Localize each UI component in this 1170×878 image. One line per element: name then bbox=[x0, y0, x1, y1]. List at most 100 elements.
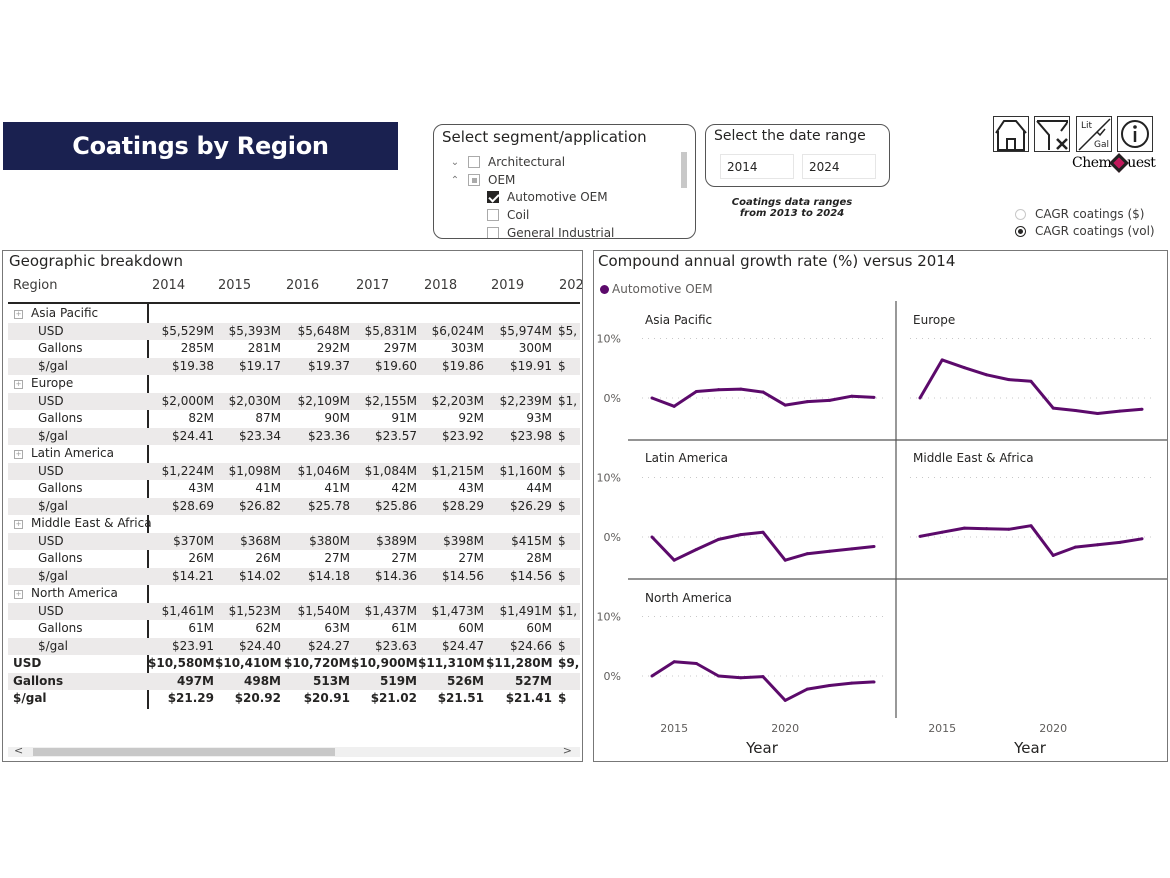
data-point[interactable] bbox=[783, 558, 787, 562]
chevron-up-icon[interactable]: ⌃ bbox=[450, 174, 460, 186]
data-point[interactable] bbox=[828, 549, 832, 553]
tree-item-general-industrial[interactable]: General Industrial bbox=[487, 224, 614, 238]
cagr-usd-option[interactable]: CAGR coatings ($) bbox=[1015, 207, 1144, 221]
data-point[interactable] bbox=[650, 535, 654, 539]
data-point[interactable] bbox=[940, 530, 944, 534]
series-line-latin-america[interactable] bbox=[650, 530, 875, 562]
data-point[interactable] bbox=[717, 388, 721, 392]
series-line-middle-east-africa[interactable] bbox=[919, 524, 1143, 557]
data-point[interactable] bbox=[761, 390, 765, 394]
region-label[interactable]: + Europe bbox=[14, 376, 73, 390]
data-point[interactable] bbox=[650, 674, 654, 678]
data-point[interactable] bbox=[1096, 411, 1100, 415]
column-header-year[interactable]: 2017 bbox=[356, 278, 390, 293]
data-point[interactable] bbox=[761, 675, 765, 679]
data-point[interactable] bbox=[783, 403, 787, 407]
data-point[interactable] bbox=[1073, 408, 1077, 412]
data-point[interactable] bbox=[739, 387, 743, 391]
data-point[interactable] bbox=[872, 395, 876, 399]
data-point[interactable] bbox=[1051, 553, 1055, 557]
tree-item-oem[interactable]: ⌃ OEM bbox=[448, 171, 516, 189]
data-point[interactable] bbox=[694, 389, 698, 393]
column-header-year[interactable]: 2016 bbox=[286, 278, 320, 293]
data-point[interactable] bbox=[828, 684, 832, 688]
checkbox-general-industrial[interactable] bbox=[487, 227, 499, 238]
data-point[interactable] bbox=[805, 400, 809, 404]
data-point[interactable] bbox=[739, 533, 743, 537]
lit-gal-toggle-button[interactable]: Lit Gal bbox=[1076, 116, 1112, 152]
data-point[interactable] bbox=[918, 534, 922, 538]
data-point[interactable] bbox=[1140, 407, 1144, 411]
data-point[interactable] bbox=[783, 698, 787, 702]
scroll-right-arrow[interactable]: > bbox=[562, 744, 572, 757]
data-point[interactable] bbox=[962, 526, 966, 530]
data-point[interactable] bbox=[1118, 409, 1122, 413]
region-label[interactable]: + Latin America bbox=[14, 446, 114, 460]
tree-item-coil[interactable]: Coil bbox=[487, 206, 529, 224]
data-point[interactable] bbox=[872, 680, 876, 684]
data-point[interactable] bbox=[1029, 379, 1033, 383]
tree-item-architectural[interactable]: ⌄ Architectural bbox=[448, 153, 565, 171]
cagr-vol-option[interactable]: CAGR coatings (vol) bbox=[1015, 224, 1155, 238]
data-point[interactable] bbox=[985, 373, 989, 377]
column-header-year[interactable]: 2019 bbox=[491, 278, 525, 293]
info-button[interactable] bbox=[1117, 116, 1153, 152]
clear-filters-button[interactable] bbox=[1034, 116, 1070, 152]
data-point[interactable] bbox=[1118, 540, 1122, 544]
expand-icon[interactable]: + bbox=[14, 590, 23, 599]
checkbox-architectural[interactable] bbox=[468, 156, 480, 168]
data-point[interactable] bbox=[761, 530, 765, 534]
checkbox-oem[interactable] bbox=[468, 174, 480, 186]
data-point[interactable] bbox=[1051, 406, 1055, 410]
chevron-down-icon[interactable]: ⌄ bbox=[450, 156, 460, 168]
scrollbar-thumb[interactable] bbox=[33, 748, 335, 756]
data-point[interactable] bbox=[739, 676, 743, 680]
data-point[interactable] bbox=[940, 358, 944, 362]
tree-item-automotive-oem[interactable]: Automotive OEM bbox=[487, 188, 608, 206]
chart-legend[interactable]: Automotive OEM bbox=[600, 282, 713, 296]
data-point[interactable] bbox=[985, 527, 989, 531]
data-point[interactable] bbox=[672, 660, 676, 664]
column-header-region[interactable]: Region bbox=[13, 278, 58, 293]
data-point[interactable] bbox=[962, 366, 966, 370]
start-date-input[interactable]: 2014 bbox=[720, 154, 794, 179]
data-point[interactable] bbox=[694, 662, 698, 666]
data-point[interactable] bbox=[918, 396, 922, 400]
data-point[interactable] bbox=[872, 545, 876, 549]
expand-icon[interactable]: + bbox=[14, 450, 23, 459]
data-point[interactable] bbox=[1029, 524, 1033, 528]
data-point[interactable] bbox=[1096, 543, 1100, 547]
end-date-input[interactable]: 2024 bbox=[802, 154, 876, 179]
region-label[interactable]: + Asia Pacific bbox=[14, 306, 98, 320]
column-header-year[interactable]: 2014 bbox=[152, 278, 186, 293]
data-point[interactable] bbox=[805, 552, 809, 556]
data-point[interactable] bbox=[717, 674, 721, 678]
data-point[interactable] bbox=[828, 398, 832, 402]
region-label[interactable]: + Middle East & Africa bbox=[14, 516, 152, 530]
radio-button[interactable] bbox=[1015, 225, 1026, 237]
data-point[interactable] bbox=[805, 687, 809, 691]
expand-icon[interactable]: + bbox=[14, 310, 23, 319]
data-point[interactable] bbox=[1007, 527, 1011, 531]
checkbox-automotive-oem[interactable] bbox=[487, 191, 499, 203]
horizontal-scrollbar[interactable]: < > bbox=[8, 744, 580, 757]
data-point[interactable] bbox=[672, 558, 676, 562]
column-header-year[interactable]: 2015 bbox=[218, 278, 252, 293]
series-line-north-america[interactable] bbox=[651, 660, 875, 702]
data-point[interactable] bbox=[850, 394, 854, 398]
column-header-year[interactable]: 202 bbox=[559, 278, 583, 293]
expand-icon[interactable]: + bbox=[14, 380, 23, 389]
data-point[interactable] bbox=[1073, 545, 1077, 549]
data-point[interactable] bbox=[694, 547, 698, 551]
data-point[interactable] bbox=[672, 404, 676, 408]
data-point[interactable] bbox=[850, 547, 854, 551]
data-point[interactable] bbox=[850, 681, 854, 685]
data-point[interactable] bbox=[1007, 378, 1011, 382]
data-point[interactable] bbox=[650, 396, 654, 400]
region-label[interactable]: + North America bbox=[14, 586, 118, 600]
data-point[interactable] bbox=[1140, 537, 1144, 541]
scroll-left-arrow[interactable]: < bbox=[14, 744, 24, 757]
slicer-scrollbar[interactable] bbox=[681, 152, 687, 188]
expand-icon[interactable]: + bbox=[14, 520, 23, 529]
checkbox-coil[interactable] bbox=[487, 209, 499, 221]
